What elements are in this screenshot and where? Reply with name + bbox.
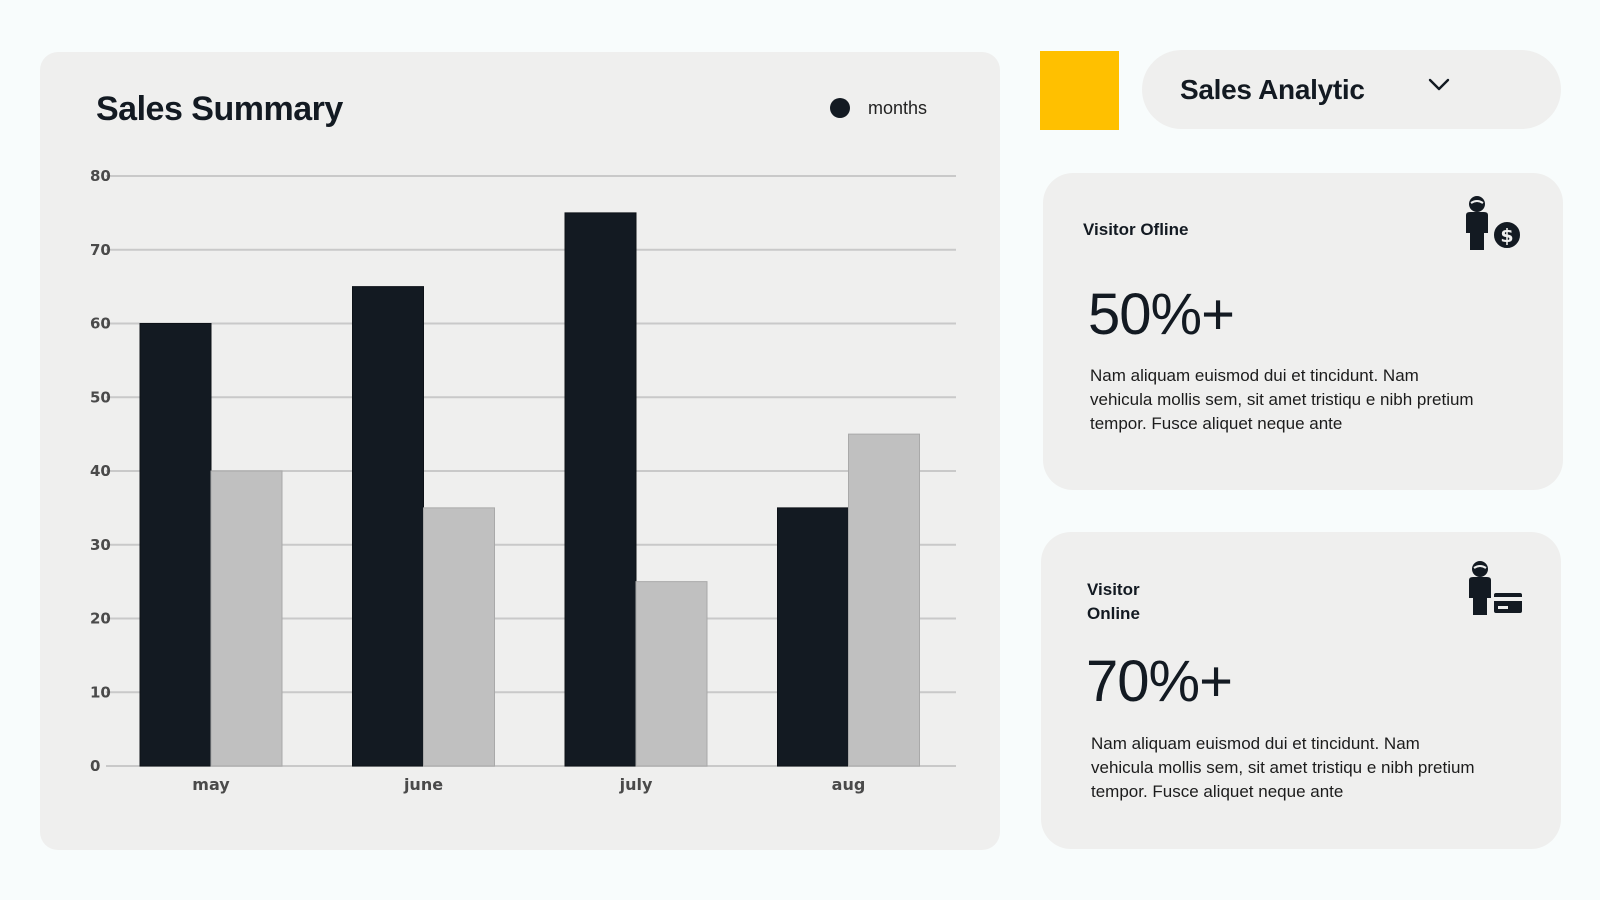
card-value: 70%+ [1086, 649, 1233, 714]
y-tick-label: 40 [90, 462, 111, 480]
y-tick-label: 0 [90, 757, 100, 775]
x-tick-label: july [619, 775, 653, 794]
chart-legend: months [830, 96, 927, 120]
y-tick-label: 80 [90, 167, 111, 185]
person-dollar-icon: $ [1466, 196, 1522, 250]
legend-marker [830, 98, 850, 118]
y-tick-label: 50 [90, 388, 111, 406]
x-tick-label: may [192, 775, 230, 794]
svg-text:$: $ [1500, 225, 1513, 247]
sales-summary-card: 0 10 20 30 40 50 60 70 80 may june july aug Sales Su… [40, 52, 1000, 850]
chevron-down-icon[interactable] [1428, 78, 1450, 92]
y-tick-label: 20 [90, 610, 111, 628]
card-title: Visitor Online [1087, 580, 1140, 623]
visitor-online-card: Visitor Online 70%+ Nam aliquam euismod … [1041, 532, 1561, 849]
bar-months-july [564, 212, 637, 767]
x-tick-label: aug [832, 775, 866, 794]
card-description: Nam aliquam euismod dui et tincidunt. Na… [1090, 366, 1474, 433]
bar-months-june [352, 286, 424, 767]
bar-series2-aug [848, 433, 920, 767]
y-tick-label: 60 [90, 315, 111, 333]
bar-series2-may [210, 470, 283, 767]
card-title: Visitor Ofline [1083, 220, 1189, 239]
y-tick-label: 10 [90, 683, 111, 701]
y-tick-label: 30 [90, 536, 111, 554]
bar-months-may [139, 323, 212, 767]
bar-months-aug [777, 507, 849, 767]
y-tick-label: 70 [90, 241, 111, 259]
x-tick-label: june [403, 775, 443, 794]
legend-label: months [868, 97, 928, 118]
bar-chart: 0 10 20 30 40 50 60 70 80 may june july aug [90, 167, 956, 794]
visitor-offline-card: Visitor Ofline 50%+ Nam aliquam euismod … [1043, 173, 1563, 490]
person-card-icon [1469, 561, 1524, 615]
chart-title: Sales Summary [96, 90, 343, 128]
bar-series2-june [423, 507, 495, 767]
bar-series2-july [635, 581, 708, 767]
sales-analytic-dropdown[interactable]: Sales Analytic [1142, 50, 1561, 129]
dropdown-label: Sales Analytic [1180, 73, 1365, 105]
accent-square [1040, 51, 1119, 130]
card-value: 50%+ [1088, 282, 1235, 347]
card-description: Nam aliquam euismod dui et tincidunt. Na… [1091, 734, 1475, 801]
